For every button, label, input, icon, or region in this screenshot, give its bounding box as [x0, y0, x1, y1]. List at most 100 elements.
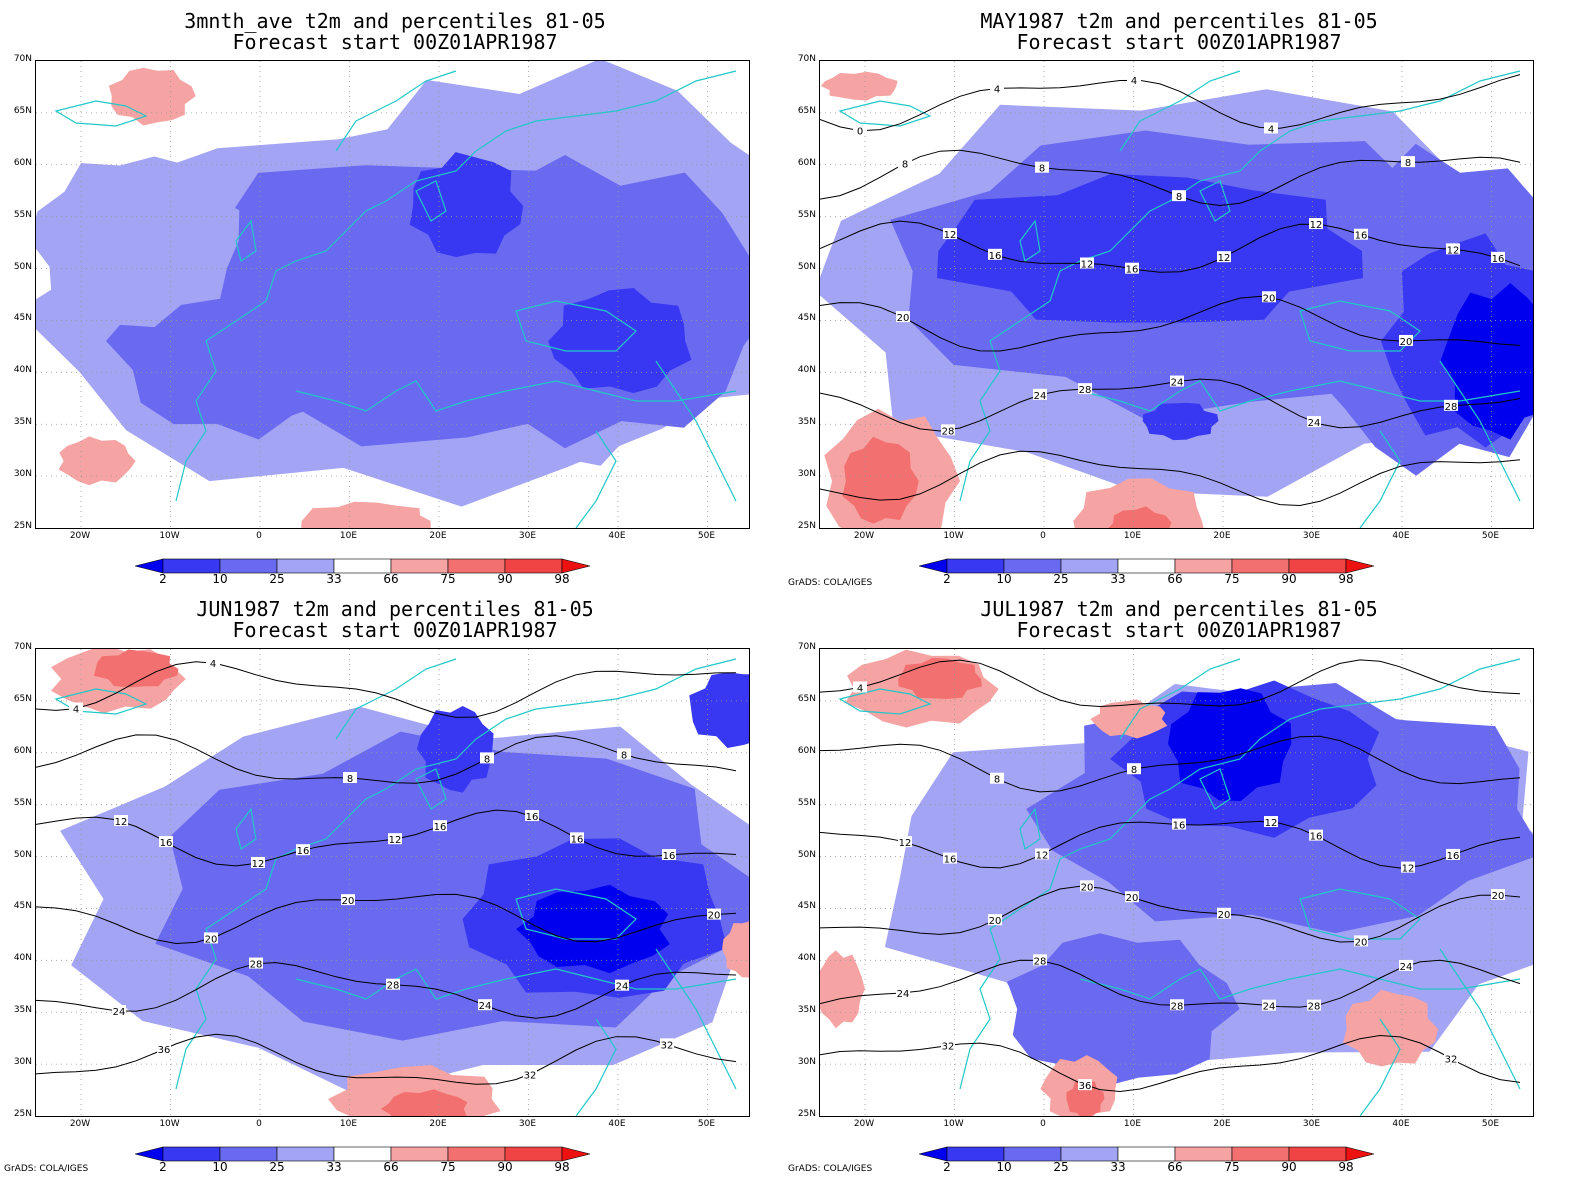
contour-label: 28 [250, 960, 263, 971]
contour-label: 16 [1126, 265, 1139, 276]
coastline-path [515, 888, 637, 940]
contour-label: 12 [1310, 220, 1323, 231]
longitude-tick-label: 20W [69, 1119, 91, 1129]
longitude-tick-label: 10W [159, 531, 180, 541]
colorbar-label: 10 [996, 572, 1012, 586]
colorbar-label: 66 [383, 1160, 399, 1174]
contour-label: 4 [73, 705, 79, 716]
colorbar-segment [1174, 558, 1233, 574]
colorbar-label: 98 [1338, 572, 1354, 586]
contour-label: 20 [1355, 937, 1368, 948]
colorbar-segment [390, 1146, 449, 1162]
coastlines [54, 658, 737, 1116]
panel-title-line1: MAY1987 t2m and percentiles 81-05 [980, 9, 1378, 33]
percentile-region [1066, 1081, 1105, 1116]
contour-label: 8 [347, 774, 353, 785]
latitude-tick-label: 30N [797, 469, 816, 480]
percentile-region [1108, 506, 1172, 528]
coastline-path [1019, 807, 1041, 850]
contour-label: 24 [616, 982, 629, 993]
latitude-tick-label: 70N [797, 642, 816, 652]
coastlines [54, 70, 737, 528]
panel-title-line1: JUN1987 t2m and percentiles 81-05 [196, 597, 594, 621]
latitude-tick-label: 55N [797, 797, 816, 808]
longitude-tick-label: 20W [853, 1119, 875, 1129]
colorbar-label: 33 [326, 572, 342, 586]
coastline-path [1439, 360, 1521, 502]
percentile-region [548, 288, 692, 394]
latitude-tick-label: 70N [13, 642, 32, 652]
map-svg: 4 8 8 12 12 12 12 16 16 16 16 20 20 20 20 20 20 24 24 24 28 2… [820, 649, 1533, 1116]
colorbar-segment [219, 558, 278, 574]
longitude-tick-label: 10E [339, 531, 358, 541]
colorbar-label: 25 [1053, 572, 1069, 586]
contour-label: 8 [1405, 158, 1411, 169]
longitude-tick-label: 50E [1481, 1119, 1500, 1129]
colorbar-segment [162, 558, 221, 574]
colorbar-segment [333, 558, 392, 574]
colorbar-segment [1231, 1146, 1290, 1162]
longitude-tick-label: 0 [256, 531, 262, 541]
colorbar-label: 75 [1224, 1160, 1240, 1174]
colorbar-segment [1174, 1146, 1233, 1162]
contour-label: 16 [1492, 254, 1505, 265]
panel-title-line2: Forecast start 00Z01APR1987 [232, 30, 558, 54]
colorbar-label: 66 [1167, 572, 1183, 586]
contour-label: 28 [387, 981, 400, 992]
map-svg [36, 61, 749, 528]
coastline-path [54, 100, 148, 127]
coastline-path [1019, 219, 1041, 262]
contour-label: 24 [1308, 418, 1321, 429]
contour-label: 16 [989, 251, 1002, 262]
coastline-path [1079, 968, 1521, 1000]
contour-label: 8 [1039, 164, 1045, 175]
longitude-tick-label: 40E [1392, 1119, 1410, 1129]
colorbar-label: 98 [554, 572, 570, 586]
latitude-tick-label: 65N [13, 693, 32, 704]
contour-label: 16 [160, 838, 173, 849]
longitude-tick-label: 10E [1123, 1119, 1142, 1129]
colorbar-segment [390, 558, 449, 574]
colorbar-svg [134, 1146, 591, 1162]
contour-label: 16 [1447, 851, 1460, 862]
colorbar-label: 90 [1281, 1160, 1297, 1174]
longitude-tick-label: 10W [159, 1119, 180, 1129]
colorbar-segment [447, 1146, 506, 1162]
percentile-region [93, 649, 179, 688]
panel-title-line2: Forecast start 00Z01APR1987 [232, 618, 558, 642]
map-plot-area: 0 4 4 4 8 8 8 8 12 12 12 12 12 16 16 16 16 20 20 20 24 24 24 28… [819, 60, 1534, 529]
colorbar-label: 98 [1338, 1160, 1354, 1174]
colorbar-segment [1288, 558, 1347, 574]
percentile-region [1007, 933, 1240, 1088]
percentile-region [58, 436, 136, 486]
grads-credit: GrADS: COLA/IGES [788, 1164, 873, 1174]
coastline-path [415, 180, 447, 222]
contour-label: 24 [1034, 391, 1047, 402]
grads-credit: GrADS: COLA/IGES [788, 578, 873, 588]
coastline-path [838, 100, 932, 127]
coastlines [838, 70, 1521, 528]
colorbar-segment [1003, 1146, 1062, 1162]
colorbar-label: 2 [159, 572, 167, 586]
contour-label: 20 [1081, 882, 1094, 893]
colorbar-segment [1117, 1146, 1176, 1162]
contour-label: 20 [708, 911, 721, 922]
latitude-tick-label: 45N [13, 313, 32, 324]
longitude-tick-label: 20E [1213, 531, 1231, 541]
percentile-region [1168, 688, 1292, 801]
colorbar-label: 10 [212, 572, 228, 586]
latitude-tick-label: 55N [797, 209, 816, 220]
latitude-tick-label: 50N [797, 849, 816, 860]
contour-label: 32 [661, 1040, 674, 1051]
latitude-tick-label: 35N [13, 1005, 32, 1016]
longitude-tick-label: 30E [518, 1119, 537, 1129]
latitude-tick-label: 45N [797, 901, 816, 912]
percentile-region [898, 657, 982, 699]
contour-label: 16 [1355, 231, 1368, 242]
longitude-tick-label: 10W [943, 531, 964, 541]
colorbar-segment [1060, 1146, 1119, 1162]
panel-title-line1: 3mnth_ave t2m and percentiles 81-05 [184, 9, 606, 33]
coastline-path [1079, 380, 1521, 412]
latitude-tick-label: 70N [797, 54, 816, 64]
coastline-path [1439, 948, 1521, 1090]
